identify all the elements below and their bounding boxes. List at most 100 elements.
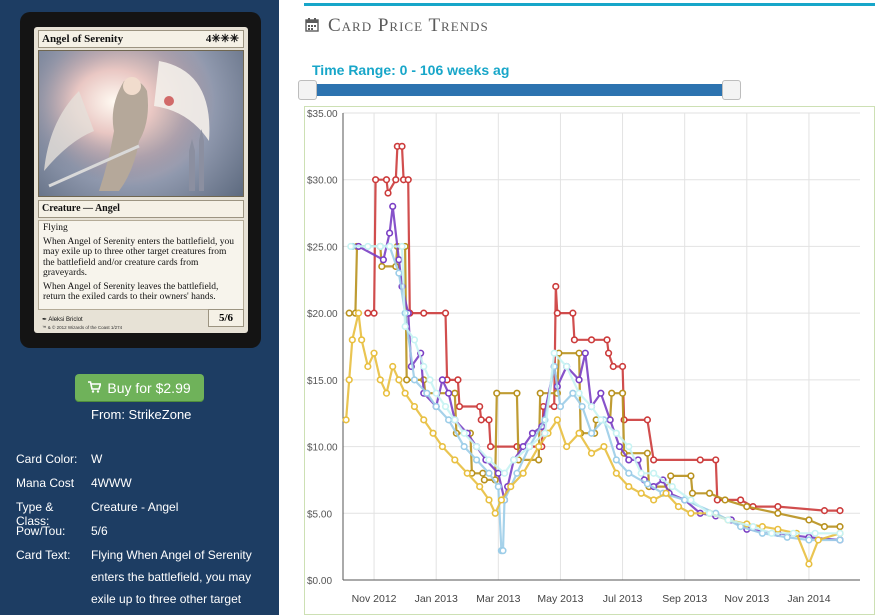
buy-button[interactable]: Buy for $2.99 — [75, 374, 204, 402]
main-panel: Card Price Trends Time Range: 0 - 106 we… — [296, 0, 875, 615]
data-point — [587, 402, 596, 411]
data-point — [345, 376, 353, 384]
data-point — [603, 336, 611, 344]
data-point — [637, 489, 645, 497]
data-point — [463, 469, 471, 477]
data-point — [820, 523, 829, 531]
y-tick-label: $5.00 — [307, 509, 332, 520]
data-point — [587, 449, 596, 457]
info-key: Card Color: — [16, 452, 78, 466]
data-point — [372, 176, 380, 184]
data-point — [535, 442, 543, 451]
data-point — [820, 507, 829, 515]
data-point — [712, 456, 720, 464]
data-point — [528, 429, 537, 437]
data-point — [451, 416, 459, 424]
y-tick-label: $10.00 — [307, 443, 338, 454]
data-point — [494, 469, 502, 477]
data-point — [625, 456, 633, 464]
data-point — [811, 529, 819, 537]
data-point — [737, 496, 745, 504]
data-point — [536, 389, 544, 397]
data-point — [650, 496, 658, 504]
info-value: 5/6 — [91, 524, 108, 538]
data-point — [382, 176, 391, 184]
data-point — [354, 309, 363, 317]
x-tick-label: Nov 2013 — [724, 593, 769, 605]
data-point — [476, 402, 484, 411]
data-point — [643, 449, 652, 457]
slider-handle-start[interactable] — [298, 80, 317, 100]
time-range-slider[interactable] — [302, 84, 732, 96]
data-point — [836, 523, 844, 531]
data-point — [485, 496, 493, 504]
data-point — [774, 525, 782, 533]
data-point — [563, 362, 571, 371]
page-title: Card Price Trends — [305, 15, 489, 38]
card-type-line: Creature — Angel — [38, 200, 244, 218]
data-point — [575, 376, 583, 384]
data-point — [575, 349, 583, 357]
rules-line: Flying — [43, 223, 68, 233]
y-tick-label: $20.00 — [307, 309, 338, 320]
card-artist: ✒ Aleksi Briclot — [42, 317, 83, 323]
x-tick-label: Nov 2012 — [352, 593, 397, 605]
info-key: Mana Cost — [16, 476, 75, 490]
shopping-cart-icon — [88, 374, 102, 402]
data-point — [513, 469, 521, 477]
data-point — [662, 489, 670, 497]
data-point — [836, 529, 844, 537]
data-point — [410, 376, 419, 384]
data-point — [358, 336, 366, 344]
data-point — [364, 242, 372, 251]
info-key: Card Text: — [16, 548, 71, 562]
data-point — [519, 469, 527, 477]
data-point — [814, 536, 822, 544]
data-point — [485, 469, 493, 477]
card-copyright: ™ & © 2012 Wizards of the Coast 1/274 — [42, 325, 123, 330]
data-point — [494, 483, 502, 491]
data-point — [650, 456, 658, 464]
data-point — [445, 389, 453, 397]
data-point — [688, 489, 697, 497]
data-point — [486, 442, 495, 451]
data-point — [423, 389, 431, 397]
data-point — [379, 256, 387, 264]
data-point — [668, 483, 676, 491]
card-power-toughness: 5/6 — [208, 309, 244, 327]
info-key: Pow/Tou: — [16, 524, 66, 538]
data-point — [535, 456, 543, 464]
data-point — [432, 402, 440, 411]
data-point — [604, 349, 613, 357]
data-point — [385, 242, 394, 251]
data-point — [783, 533, 791, 541]
y-tick-label: $30.00 — [307, 176, 338, 187]
data-point — [789, 529, 798, 537]
data-point — [420, 416, 428, 424]
x-tick-label: Jan 2014 — [787, 593, 830, 605]
data-point — [454, 376, 462, 384]
data-point — [643, 480, 652, 488]
data-point — [460, 429, 468, 437]
data-point — [578, 402, 586, 411]
data-point — [597, 389, 605, 397]
time-range-label: Time Range: 0 - 106 weeks ag — [312, 62, 510, 78]
data-point — [389, 362, 397, 371]
info-key: Type & Class: — [16, 500, 54, 528]
data-point — [507, 483, 515, 491]
data-point — [768, 529, 776, 537]
data-point — [499, 547, 507, 555]
page-title-text: Card Price Trends — [328, 15, 489, 36]
data-point — [460, 442, 468, 451]
data-point — [553, 416, 561, 424]
y-tick-label: $35.00 — [307, 109, 338, 120]
info-value: Creature - Angel — [91, 500, 179, 514]
data-point — [378, 262, 386, 271]
data-point — [384, 189, 392, 197]
data-point — [553, 309, 561, 317]
data-point — [552, 282, 560, 291]
slider-handle-end[interactable] — [722, 80, 741, 100]
data-point — [451, 389, 459, 397]
data-point — [432, 389, 440, 397]
data-point — [395, 269, 403, 277]
